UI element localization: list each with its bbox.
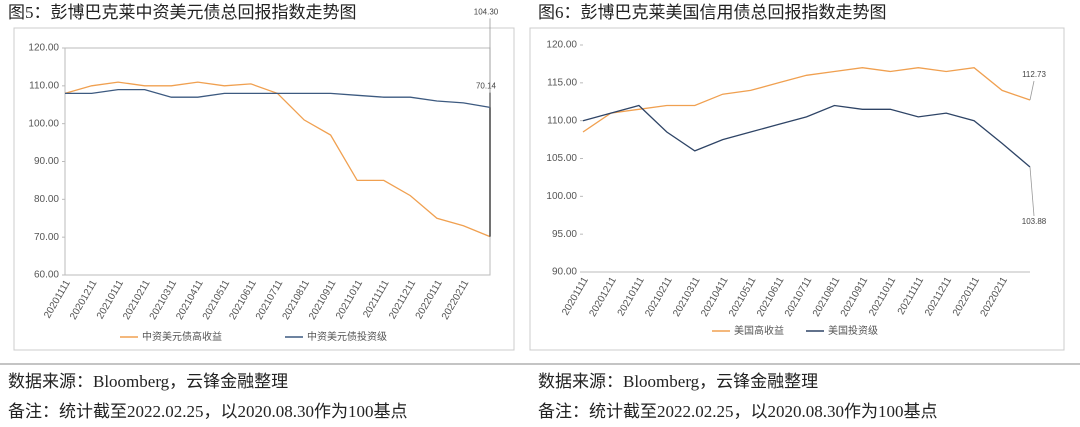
- chart-title: 图6：彭博巴克莱美国信用债总回报指数走势图: [538, 3, 887, 22]
- x-tick-label: 20211111: [896, 275, 927, 317]
- y-tick-label: 120.00: [546, 40, 577, 51]
- x-tick-label: 20210511: [727, 275, 759, 319]
- y-tick-label: 110.00: [547, 115, 577, 126]
- x-tick-label: 20211211: [923, 275, 954, 318]
- x-tick-label: 20210111: [616, 275, 647, 318]
- y-tick-label: 90.00: [552, 267, 577, 278]
- legend-label: 中资美元债高收益: [142, 330, 222, 343]
- y-tick-label: 120.00: [28, 43, 59, 54]
- legend-label: 美国高收益: [734, 324, 784, 337]
- y-tick-label: 70.00: [34, 232, 59, 243]
- panel-frame: [13, 27, 515, 351]
- series-line: [582, 67, 1031, 133]
- legend-label: 中资美元债投资级: [307, 330, 387, 343]
- y-tick-label: 100.00: [28, 118, 59, 129]
- annotation-leader: [1029, 166, 1035, 217]
- series-line: [582, 104, 1031, 168]
- data-label: 70.14: [476, 82, 497, 91]
- chart-title: 图5：彭博巴克莱中资美元债总回报指数走势图: [8, 3, 357, 22]
- note: 备注：统计截至2022.02.25，以2020.08.30作为100基点: [538, 402, 938, 421]
- y-tick-label: 95.00: [552, 229, 577, 240]
- x-tick-label: 20210911: [839, 275, 871, 319]
- y-tick-label: 90.00: [34, 156, 59, 167]
- y-tick-label: 80.00: [34, 194, 59, 205]
- source: 数据来源：Bloomberg，云锋金融整理: [8, 372, 288, 391]
- plot-frame: [64, 47, 491, 276]
- note: 备注：统计截至2022.02.25，以2020.08.30作为100基点: [8, 402, 408, 421]
- source: 数据来源：Bloomberg，云锋金融整理: [538, 372, 818, 391]
- x-tick-label: 20210611: [755, 275, 787, 319]
- x-tick-label: 20220111: [951, 275, 982, 318]
- x-tick-label: 20210711: [783, 275, 815, 319]
- x-tick-label: 20210311: [671, 275, 703, 319]
- data-label: 103.88: [1022, 217, 1047, 226]
- y-tick-label: 110.00: [29, 80, 59, 91]
- annotation-leader: [1029, 80, 1035, 101]
- x-tick-label: 20220211: [979, 275, 1011, 319]
- data-label: 112.73: [1022, 70, 1046, 79]
- x-tick-label: 20211011: [867, 275, 898, 318]
- y-tick-label: 60.00: [34, 270, 59, 281]
- x-tick-label: 20201111: [560, 275, 591, 317]
- legend-label: 美国投资级: [828, 324, 878, 337]
- y-tick-label: 105.00: [546, 153, 577, 164]
- series-line: [65, 88, 491, 109]
- x-tick-label: 20210811: [811, 275, 843, 319]
- series-line: [64, 81, 491, 238]
- x-tick-label: 20210211: [643, 275, 675, 319]
- data-label: 104.30: [474, 8, 499, 17]
- x-tick-label: 20210411: [699, 275, 731, 319]
- x-tick-label: 20220211: [440, 278, 472, 322]
- x-tick-label: 20201211: [587, 275, 619, 319]
- panel-frame: [529, 27, 1065, 351]
- y-tick-label: 115.00: [547, 77, 577, 88]
- y-tick-label: 100.00: [546, 191, 577, 202]
